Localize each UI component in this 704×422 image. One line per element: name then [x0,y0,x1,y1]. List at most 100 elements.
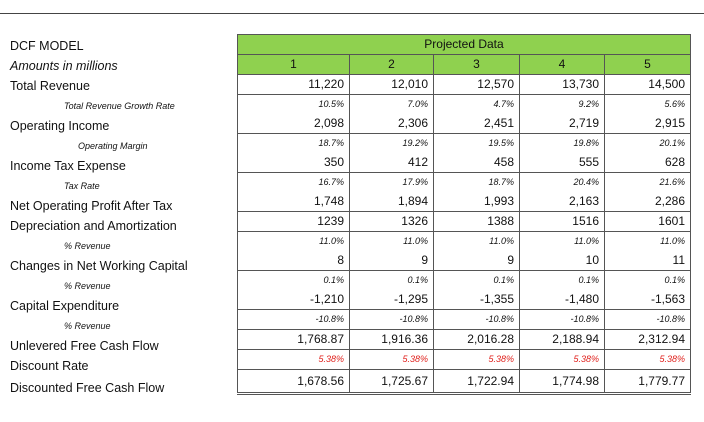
cell: 10.5% [237,94,350,114]
cell: 458 [433,153,520,173]
cell: 7.0% [349,94,434,114]
cell: -10.8% [237,309,350,330]
depreciation-row: 1239 1326 1388 1516 1601 [237,211,691,232]
cell: 0.1% [604,270,691,290]
cell: 1,725.67 [349,369,434,395]
cell: -10.8% [349,309,434,330]
cell: 11.0% [519,231,605,251]
total-revenue-row: 11,220 12,010 12,570 13,730 14,500 [237,74,691,95]
cell: 9 [433,251,520,271]
label-capex-pct: % Revenue [64,321,111,331]
cell: 5.6% [604,94,691,114]
cell: 2,306 [349,114,434,134]
cell: 2,451 [433,114,520,134]
label-operating-income: Operating Income [10,119,110,133]
year-3-header: 3 [433,54,520,75]
cell: 11.0% [349,231,434,251]
projected-data-header: Projected Data [237,34,691,55]
cell: 5.38% [433,349,520,370]
cell: 20.4% [519,172,605,192]
cell: 2,098 [237,114,350,134]
ufcf-row: 1,768.87 1,916.36 2,016.28 2,188.94 2,31… [237,329,691,350]
nwc-row: 8 9 9 10 11 [237,251,691,271]
cell: 5.38% [349,349,434,370]
projection-table: Projected Data 1 2 3 4 5 11,220 12,010 1… [237,34,691,395]
cell: 1239 [237,211,350,232]
label-income-tax: Income Tax Expense [10,159,126,173]
cell: 350 [237,153,350,173]
cell: 14,500 [604,74,691,95]
label-tax-rate: Tax Rate [64,181,100,191]
year-1-header: 1 [237,54,350,75]
cell: 2,188.94 [519,329,605,350]
label-da-pct: % Revenue [64,241,111,251]
nwc-pct-row: 0.1% 0.1% 0.1% 0.1% 0.1% [237,270,691,290]
top-border-line [0,13,704,14]
cell: -10.8% [604,309,691,330]
capex-row: -1,210 -1,295 -1,355 -1,480 -1,563 [237,290,691,310]
cell: 12,010 [349,74,434,95]
label-total-revenue: Total Revenue [10,79,90,93]
cell: -1,480 [519,290,605,310]
cell: -1,295 [349,290,434,310]
cell: 1,916.36 [349,329,434,350]
cell: 18.7% [433,172,520,192]
cell: 18.7% [237,133,350,153]
cell: 12,570 [433,74,520,95]
cell: 1,779.77 [604,369,691,395]
cell: 1,768.87 [237,329,350,350]
cell: 19.2% [349,133,434,153]
model-title: DCF MODEL [10,39,84,53]
cell: 19.8% [519,133,605,153]
dfcf-row: 1,678.56 1,725.67 1,722.94 1,774.98 1,77… [237,369,691,395]
cell: 11.0% [237,231,350,251]
label-dfcf: Discounted Free Cash Flow [10,381,165,395]
row-labels: DCF MODEL Amounts in millions Total Reve… [0,36,237,398]
cell: 11.0% [604,231,691,251]
cell: 2,286 [604,192,691,212]
cell: 20.1% [604,133,691,153]
cell: 1,894 [349,192,434,212]
cell: 1,774.98 [519,369,605,395]
cell: 1326 [349,211,434,232]
cell: 5.38% [237,349,350,370]
revenue-growth-row: 10.5% 7.0% 4.7% 9.2% 5.6% [237,94,691,114]
cell: 17.9% [349,172,434,192]
year-4-header: 4 [519,54,605,75]
cell: 1388 [433,211,520,232]
tax-rate-row: 16.7% 17.9% 18.7% 20.4% 21.6% [237,172,691,192]
year-2-header: 2 [349,54,434,75]
cell: 628 [604,153,691,173]
operating-margin-row: 18.7% 19.2% 19.5% 19.8% 20.1% [237,133,691,153]
cell: 21.6% [604,172,691,192]
cell: 5.38% [604,349,691,370]
cell: 2,719 [519,114,605,134]
cell: -1,210 [237,290,350,310]
cell: 555 [519,153,605,173]
cell: 1,678.56 [237,369,350,395]
cell: 0.1% [237,270,350,290]
cell: 1,722.94 [433,369,520,395]
discount-rate-row: 5.38% 5.38% 5.38% 5.38% 5.38% [237,349,691,370]
label-nopat: Net Operating Profit After Tax [10,199,173,213]
cell: 10 [519,251,605,271]
cell: 9 [349,251,434,271]
cell: 1,993 [433,192,520,212]
cell: -1,355 [433,290,520,310]
cell: 1516 [519,211,605,232]
cell: 1,748 [237,192,350,212]
capex-pct-row: -10.8% -10.8% -10.8% -10.8% -10.8% [237,309,691,330]
cell: 16.7% [237,172,350,192]
label-nwc-pct: % Revenue [64,281,111,291]
cell: 9.2% [519,94,605,114]
label-capex: Capital Expenditure [10,299,120,313]
cell: 5.38% [519,349,605,370]
label-revenue-growth: Total Revenue Growth Rate [64,101,175,111]
da-pct-row: 11.0% 11.0% 11.0% 11.0% 11.0% [237,231,691,251]
year-5-header: 5 [604,54,691,75]
label-discount-rate: Discount Rate [10,359,89,373]
nopat-row: 1,748 1,894 1,993 2,163 2,286 [237,192,691,212]
cell: -10.8% [519,309,605,330]
cell: 0.1% [433,270,520,290]
operating-income-row: 2,098 2,306 2,451 2,719 2,915 [237,114,691,134]
